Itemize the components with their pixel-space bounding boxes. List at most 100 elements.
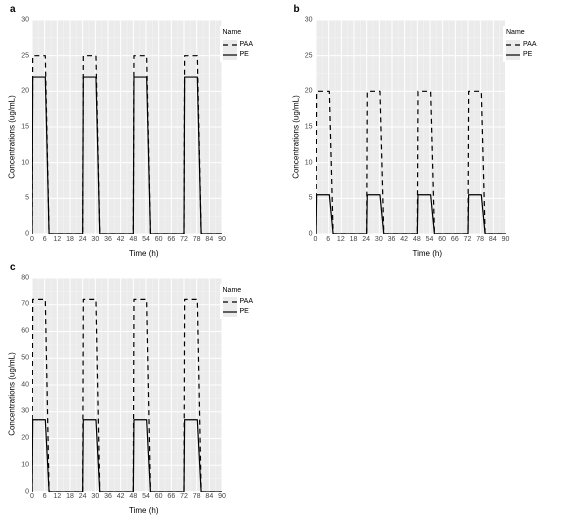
panel-grid: aConcentrations (ug/mL)Time (h)051015202… — [4, 4, 567, 515]
legend-item: PE — [223, 50, 279, 60]
plot-outer: Concentrations (ug/mL) Time (h) 0510152025… — [288, 16, 568, 258]
legend-label: PE — [240, 307, 249, 317]
x-tick-label: 54 — [142, 491, 150, 500]
x-tick-label: 72 — [180, 491, 188, 500]
y-tick-label: 10 — [21, 159, 32, 166]
x-tick-label: 60 — [438, 234, 446, 243]
y-tick-label: 30 — [21, 17, 32, 24]
legend: Name PAAPE — [503, 26, 565, 62]
panel-a: aConcentrations (ug/mL)Time (h)051015202… — [4, 4, 284, 258]
x-tick-label: 0 — [314, 234, 318, 243]
x-tick-label: 72 — [180, 234, 188, 243]
x-tick-label: 48 — [129, 491, 137, 500]
y-tick-label: 15 — [305, 124, 316, 131]
legend-label: PAA — [523, 40, 537, 50]
legend-label: PAA — [240, 40, 254, 50]
plot-area: 0510152025300612182430364248546066727884… — [32, 20, 222, 234]
x-tick-label: 24 — [79, 234, 87, 243]
legend-swatch — [223, 50, 237, 60]
figure: aConcentrations (ug/mL)Time (h)051015202… — [0, 0, 571, 519]
y-tick-label: 30 — [21, 408, 32, 415]
legend: NamePAAPE — [220, 284, 282, 320]
x-tick-label: 18 — [350, 234, 358, 243]
x-tick-label: 12 — [53, 491, 61, 500]
x-tick-label: 84 — [489, 234, 497, 243]
chart-svg — [316, 20, 506, 234]
y-tick-label: 25 — [21, 52, 32, 59]
y-tick-label: 20 — [21, 435, 32, 442]
legend-title: Name — [506, 28, 562, 38]
x-tick-label: 48 — [129, 234, 137, 243]
y-tick-label: 40 — [21, 381, 32, 388]
x-tick-label: 72 — [464, 234, 472, 243]
legend-title: Name — [223, 286, 279, 296]
x-tick-label: 48 — [413, 234, 421, 243]
x-axis-label: Time (h) — [129, 249, 158, 258]
plot-area: 0102030405060708006121824303642485460667… — [32, 278, 222, 492]
panel-empty — [288, 262, 568, 516]
x-tick-label: 66 — [167, 234, 175, 243]
x-axis-label: Time (h) — [129, 506, 158, 515]
y-tick-label: 25 — [305, 52, 316, 59]
legend-item: PE — [223, 307, 279, 317]
x-tick-label: 18 — [66, 491, 74, 500]
legend-swatch — [506, 40, 520, 50]
y-axis-label: Concentrations (ug/mL) — [8, 95, 17, 179]
x-tick-label: 12 — [337, 234, 345, 243]
x-axis-label: Time (h) — [413, 249, 442, 258]
legend-swatch — [223, 40, 237, 50]
y-tick-label: 15 — [21, 124, 32, 131]
x-tick-label: 66 — [167, 491, 175, 500]
x-tick-label: 90 — [218, 491, 226, 500]
y-tick-label: 60 — [21, 328, 32, 335]
panel-b: bConcentrations (ug/mL)Time (h)051015202… — [288, 4, 568, 258]
x-tick-label: 6 — [43, 234, 47, 243]
x-tick-label: 36 — [388, 234, 396, 243]
x-tick-label: 0 — [30, 234, 34, 243]
x-tick-label: 36 — [104, 234, 112, 243]
x-tick-label: 18 — [66, 234, 74, 243]
legend-label: PE — [523, 50, 532, 60]
x-tick-label: 24 — [79, 491, 87, 500]
y-tick-label: 80 — [21, 274, 32, 281]
x-tick-label: 78 — [476, 234, 484, 243]
x-tick-label: 42 — [117, 234, 125, 243]
x-tick-label: 78 — [193, 491, 201, 500]
x-tick-label: 90 — [218, 234, 226, 243]
y-tick-label: 5 — [25, 195, 32, 202]
chart-svg — [32, 20, 222, 234]
x-tick-label: 60 — [155, 491, 163, 500]
y-tick-label: 20 — [21, 88, 32, 95]
plot-outer: Concentrations (ug/mL)Time (h)0510152025… — [4, 16, 284, 258]
y-tick-label: 30 — [305, 17, 316, 24]
legend-title: Name — [223, 28, 279, 38]
x-tick-label: 0 — [30, 491, 34, 500]
x-tick-label: 60 — [155, 234, 163, 243]
legend: Name PAAPE — [220, 26, 282, 62]
y-tick-label: 20 — [305, 88, 316, 95]
y-axis-label: Concentrations (ug/mL) — [291, 95, 300, 179]
chart-svg — [32, 278, 222, 492]
x-tick-label: 78 — [193, 234, 201, 243]
legend-item: PAA — [223, 297, 279, 307]
panel-c: cConcentrations (ug/mL)Time (h)010203040… — [4, 262, 284, 516]
plot-outer: Concentrations (ug/mL)Time (h)0102030405… — [4, 274, 284, 516]
x-tick-label: 54 — [426, 234, 434, 243]
x-tick-label: 84 — [205, 234, 213, 243]
x-tick-label: 24 — [362, 234, 370, 243]
legend-label: PE — [240, 50, 249, 60]
x-tick-label: 42 — [400, 234, 408, 243]
y-tick-label: 10 — [305, 159, 316, 166]
x-tick-label: 30 — [375, 234, 383, 243]
y-tick-label: 10 — [21, 461, 32, 468]
x-tick-label: 30 — [91, 491, 99, 500]
panel-label: c — [10, 262, 16, 273]
y-tick-label: 70 — [21, 301, 32, 308]
x-tick-label: 90 — [502, 234, 510, 243]
x-tick-label: 6 — [43, 491, 47, 500]
legend-item: PE — [506, 50, 562, 60]
plot-area: 0510152025300612182430364248546066727884… — [316, 20, 506, 234]
legend-swatch — [223, 307, 237, 317]
x-tick-label: 54 — [142, 234, 150, 243]
x-tick-label: 6 — [326, 234, 330, 243]
